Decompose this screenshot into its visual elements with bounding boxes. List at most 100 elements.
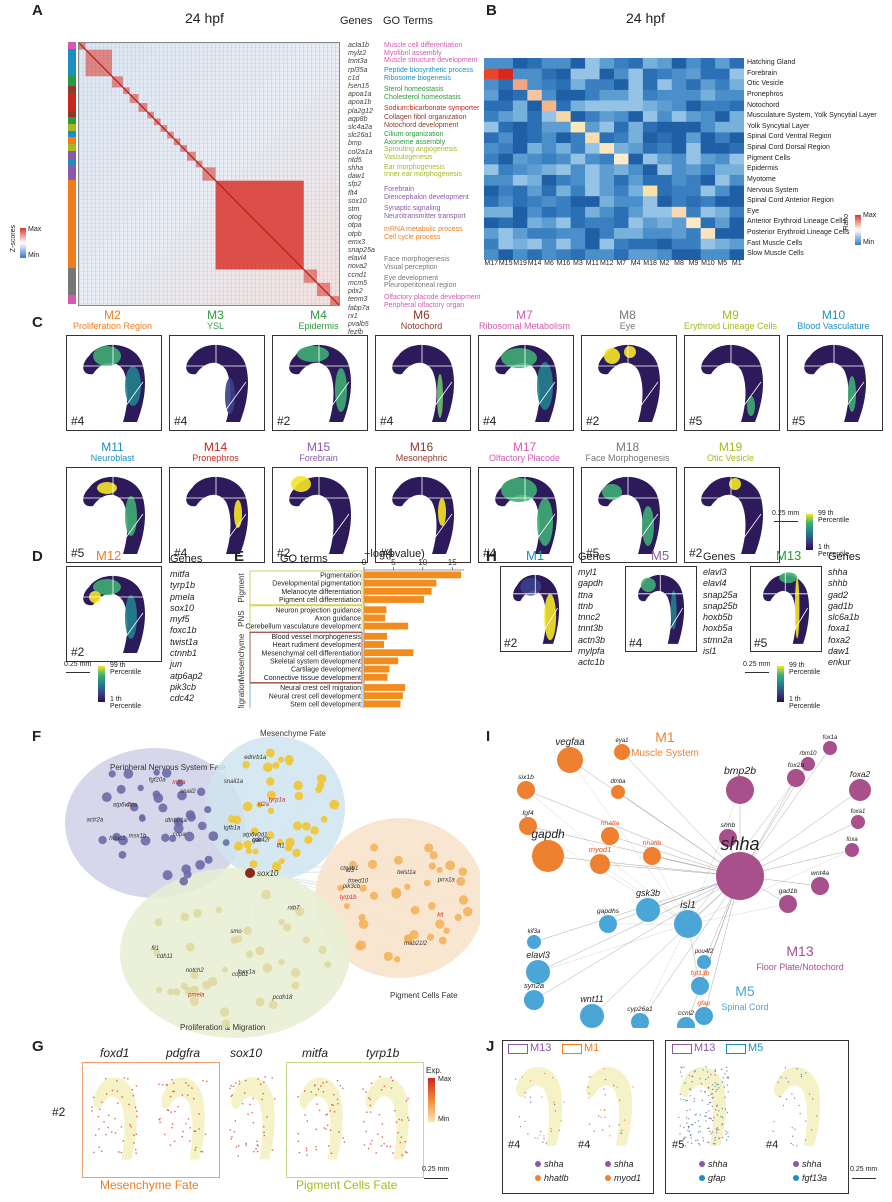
ratio-cell	[686, 196, 701, 208]
j-expression-dot	[716, 1129, 718, 1131]
embryo-shape	[289, 476, 351, 554]
ratio-cell	[570, 206, 586, 218]
h-gene: myl1	[578, 567, 598, 577]
h-gene: snap25b	[703, 600, 738, 611]
g-expression-dot	[134, 1106, 137, 1109]
g-expression-dot	[229, 1129, 231, 1131]
ratio-cell	[614, 238, 629, 250]
j-expression-dot	[796, 1145, 798, 1147]
panel-b-row-label: Slow Muscle Cells	[747, 250, 804, 258]
g-mesenchyme-box	[82, 1062, 220, 1178]
f-gene-node	[173, 988, 181, 996]
j-expression-dot	[714, 1074, 716, 1076]
tile-module-title: M10	[821, 308, 846, 322]
i-edge	[533, 875, 741, 1001]
i-gene-node	[614, 744, 630, 760]
j-expression-dot	[794, 1128, 796, 1130]
panel-b-col-label: M6	[544, 260, 554, 267]
ratio-cell	[599, 58, 615, 69]
d-gene: mitfa	[170, 569, 190, 579]
expression-hotspot	[779, 572, 798, 584]
g-expression-dot	[401, 1119, 403, 1121]
f-gene-node	[98, 835, 107, 845]
ratio-cell	[729, 89, 744, 101]
coexpression-heatmap	[78, 42, 340, 306]
h-module-title: M5	[651, 548, 670, 563]
h-gene: daw1	[828, 646, 850, 657]
f-gene-node	[358, 919, 369, 929]
ratio-cell	[686, 121, 701, 133]
ratio-cell	[686, 89, 701, 101]
ratio-cell	[628, 79, 644, 91]
module-bar-m5	[68, 166, 76, 180]
i-edge	[621, 751, 741, 877]
ratio-cell	[671, 132, 687, 144]
g-expression-dot	[181, 1135, 184, 1138]
tile-embryo-box: #5	[787, 335, 883, 431]
g-expression-dot	[231, 1135, 233, 1138]
j-expression-dot	[708, 1087, 710, 1089]
j-expression-dot	[707, 1141, 709, 1143]
ratio-cell	[671, 143, 687, 154]
embryo-shape	[161, 1077, 205, 1160]
ratio-cell	[614, 153, 629, 165]
tile-sample-num: #4	[174, 546, 188, 560]
f-gene-node	[291, 981, 300, 990]
g-expression-dot	[255, 1148, 257, 1150]
f-gene-node	[108, 770, 116, 778]
ratio-cell	[671, 174, 687, 186]
panel-a-gene: snap25a	[348, 247, 375, 255]
f-gene-node	[356, 940, 367, 951]
g-expression-dot	[170, 1111, 172, 1113]
g-expression-dot	[371, 1139, 373, 1142]
j-expression-dot	[693, 1097, 695, 1100]
ratio-cell	[541, 68, 557, 80]
h-gene: ttnb	[578, 600, 594, 611]
tile-subtitle: Erythroid Lineage Cells	[683, 321, 778, 331]
g-expression-dot	[316, 1103, 318, 1105]
tile-embryo-box: #4	[478, 467, 574, 563]
panel-a-gene: sfp2	[348, 181, 362, 189]
j-sample-num: #4	[578, 1139, 590, 1151]
ratio-cell	[541, 206, 557, 218]
spatial-tile-m17: M17 Olfactory Placode #4	[472, 440, 577, 565]
j-expression-dot	[691, 1075, 694, 1077]
embryo-shape	[804, 344, 866, 422]
j-expression-dot	[678, 1116, 680, 1119]
ratio-cell	[484, 121, 499, 133]
panel-a-gene: apoa1b	[348, 99, 372, 107]
panel-b-row-label: Notochord	[747, 101, 780, 109]
embryo-shape	[392, 476, 454, 554]
module-bar-m1	[68, 48, 76, 76]
j-expression-dot	[554, 1110, 557, 1112]
tile-sample-num: #2	[277, 546, 291, 560]
j-expression-dot	[688, 1118, 690, 1120]
panel-a-gene: fsen15	[348, 83, 370, 91]
j-expression-dot	[560, 1120, 562, 1122]
ratio-cell	[498, 196, 514, 208]
f-gene-node	[185, 810, 196, 820]
e-bar	[364, 579, 437, 587]
tile-sample-num: #4	[483, 414, 497, 428]
j-legend-gene: shha	[614, 1159, 634, 1169]
g-expression-dot	[117, 1102, 119, 1104]
j1-label-b: M1	[584, 1042, 600, 1054]
ratio-cell	[484, 206, 499, 218]
ratio-cell	[642, 228, 658, 240]
j-expression-dot	[717, 1128, 720, 1131]
i-edge	[687, 777, 797, 925]
ratio-cell	[671, 153, 687, 165]
f-gene-node	[181, 864, 191, 874]
j-expression-dot	[545, 1142, 548, 1144]
i-gene-label: foxa	[846, 837, 858, 843]
g-expression-dot	[202, 1079, 204, 1082]
ratio-cell	[628, 228, 644, 240]
d-embryo-box: #2	[66, 566, 162, 662]
ratio-cell	[729, 196, 744, 208]
ratio-cell	[729, 206, 744, 218]
g-expression-dot	[182, 1130, 184, 1133]
g-pigment-label: Pigment Cells Fate	[296, 1178, 398, 1192]
e-group-box	[249, 570, 363, 606]
spatial-tile-m2: M2 Proliferation Region #4	[60, 308, 165, 433]
ratio-cell	[527, 121, 543, 133]
